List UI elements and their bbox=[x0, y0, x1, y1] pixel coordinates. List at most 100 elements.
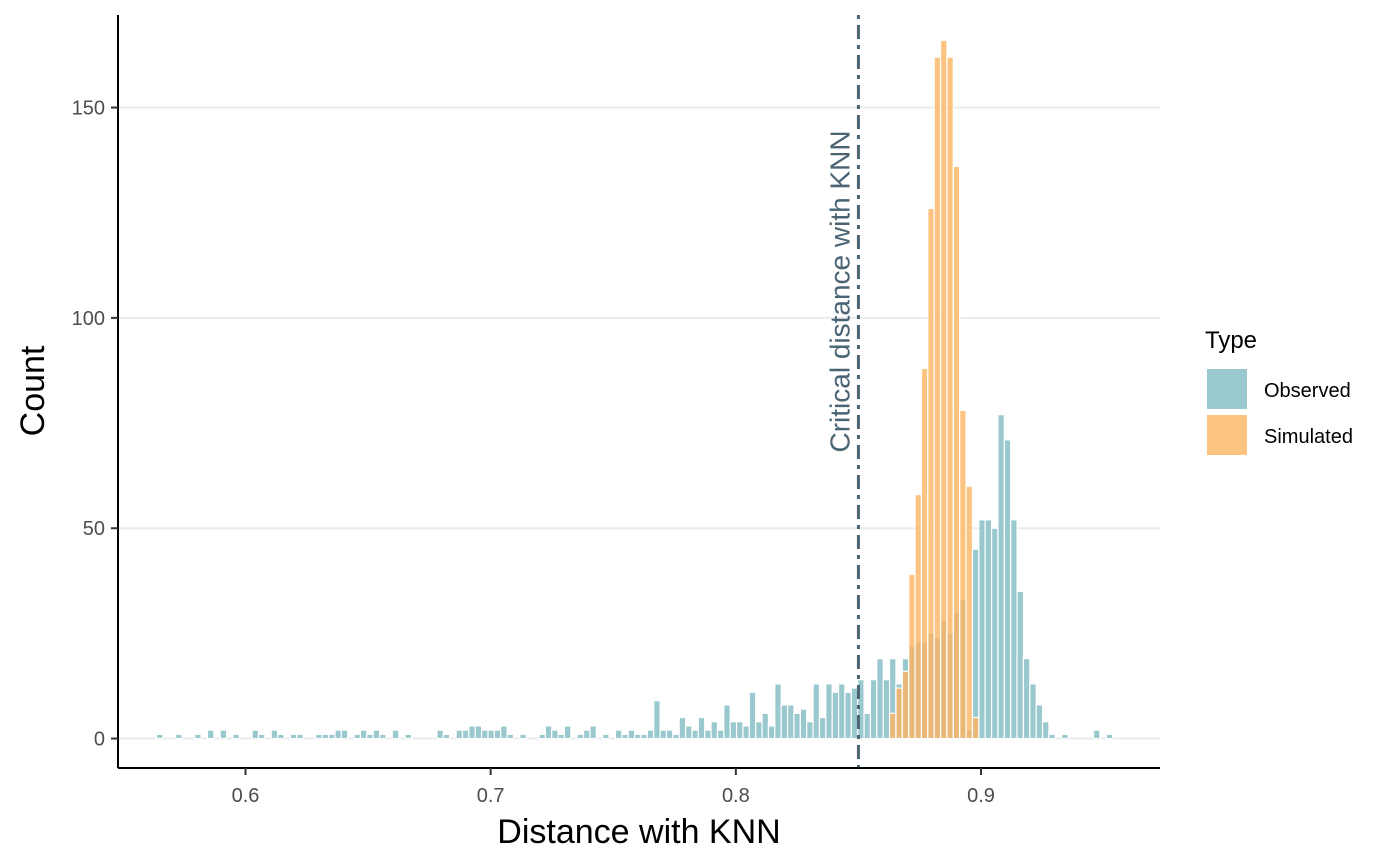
observed-bar bbox=[474, 725, 483, 740]
observed-bar bbox=[971, 548, 980, 740]
observed-bar bbox=[857, 679, 865, 740]
observed-bar bbox=[716, 729, 725, 740]
observed-bar bbox=[257, 733, 266, 740]
observed-bar bbox=[799, 708, 808, 740]
observed-bar bbox=[1041, 721, 1050, 740]
observed-bar bbox=[672, 733, 680, 740]
observed-bar bbox=[436, 729, 444, 740]
observed-bar bbox=[576, 733, 585, 740]
observed-bar bbox=[1010, 519, 1018, 740]
x-tick-label: 0.7 bbox=[477, 785, 505, 807]
observed-bar bbox=[270, 729, 279, 740]
observed-bar bbox=[366, 733, 374, 740]
simulated-bars bbox=[888, 39, 980, 740]
observed-bar bbox=[691, 729, 699, 740]
observed-bar bbox=[296, 733, 304, 740]
observed-bar bbox=[723, 704, 731, 740]
observed-bar bbox=[1022, 658, 1031, 740]
observed-bar bbox=[372, 729, 381, 740]
observed-bar bbox=[353, 733, 362, 740]
observed-bar bbox=[818, 716, 827, 740]
observed-bar bbox=[793, 712, 801, 740]
axes bbox=[117, 15, 1160, 769]
simulated-bar bbox=[927, 207, 935, 740]
observed-bar bbox=[1048, 733, 1056, 740]
legend-swatch-observed bbox=[1207, 369, 1247, 409]
observed-bar bbox=[289, 733, 298, 740]
simulated-bar bbox=[895, 687, 903, 740]
observed-bar bbox=[206, 729, 215, 740]
y-tick-label: 100 bbox=[72, 308, 105, 330]
simulated-bar bbox=[933, 56, 942, 740]
observed-bar bbox=[812, 683, 821, 740]
observed-bar bbox=[480, 729, 489, 740]
observed-bar bbox=[538, 733, 546, 740]
observed-bar bbox=[334, 729, 342, 740]
observed-bar bbox=[379, 733, 387, 740]
observed-bar bbox=[340, 729, 349, 740]
observed-bar bbox=[755, 721, 763, 740]
observed-bar bbox=[844, 691, 852, 740]
observed-bar bbox=[1035, 704, 1044, 740]
legend-title: Type bbox=[1205, 327, 1257, 354]
observed-bar bbox=[665, 729, 674, 740]
observed-bar bbox=[825, 683, 833, 740]
observed-bar bbox=[869, 679, 878, 740]
y-tick-label: 0 bbox=[94, 729, 105, 751]
observed-bar bbox=[506, 733, 515, 740]
observed-bar bbox=[684, 725, 693, 740]
simulated-bar bbox=[965, 485, 974, 740]
x-axis-title: Distance with KNN bbox=[497, 813, 780, 851]
observed-bar bbox=[831, 691, 840, 740]
simulated-bar bbox=[908, 573, 916, 740]
observed-bar bbox=[774, 683, 782, 740]
observed-bar bbox=[251, 729, 260, 740]
observed-bar bbox=[1029, 683, 1037, 740]
simulated-bar bbox=[946, 56, 954, 740]
simulated-bar bbox=[939, 39, 948, 740]
observed-bar bbox=[487, 729, 495, 740]
observed-bar bbox=[882, 679, 891, 740]
observed-bar bbox=[315, 733, 323, 740]
observed-bar bbox=[602, 733, 610, 740]
legend-label-observed: Observed bbox=[1264, 380, 1351, 402]
critical-distance-reference: Critical distance with KNN bbox=[824, 15, 860, 768]
legend-label-simulated: Simulated bbox=[1264, 426, 1353, 448]
observed-bar bbox=[1061, 733, 1069, 740]
observed-bar bbox=[735, 721, 744, 740]
observed-bar bbox=[837, 683, 846, 740]
simulated-bar bbox=[914, 493, 923, 740]
observed-bar bbox=[850, 687, 859, 740]
simulated-bar bbox=[952, 165, 961, 740]
observed-bar bbox=[582, 729, 591, 740]
observed-bar bbox=[404, 733, 413, 740]
observed-bar bbox=[1003, 439, 1012, 740]
observed-bar bbox=[767, 725, 776, 740]
observed-bar bbox=[806, 721, 814, 740]
observed-bar bbox=[761, 712, 770, 740]
observed-bar bbox=[1105, 733, 1114, 740]
observed-bar bbox=[359, 729, 368, 740]
observed-bar bbox=[627, 729, 636, 740]
observed-bar bbox=[780, 704, 789, 740]
simulated-bar bbox=[888, 712, 897, 740]
observed-bar bbox=[646, 729, 655, 740]
y-tick-label: 50 bbox=[83, 518, 105, 540]
simulated-bar bbox=[959, 409, 967, 740]
observed-bar bbox=[742, 725, 750, 740]
observed-bar bbox=[500, 725, 508, 740]
observed-bar bbox=[455, 729, 464, 740]
observed-bar bbox=[633, 733, 642, 740]
legend-swatch-simulated bbox=[1207, 415, 1247, 455]
y-axis-ticks: 0 50 100 150 bbox=[72, 98, 118, 751]
observed-bar bbox=[563, 725, 572, 740]
x-axis-ticks: 0.6 0.7 0.8 0.9 bbox=[232, 768, 995, 807]
observed-bar bbox=[1016, 590, 1025, 740]
observed-bar bbox=[863, 712, 872, 740]
simulated-bar bbox=[920, 367, 929, 740]
x-tick-label: 0.9 bbox=[967, 785, 995, 807]
observed-bar bbox=[984, 519, 993, 740]
observed-bar bbox=[194, 733, 202, 740]
observed-bar bbox=[710, 721, 719, 740]
observed-bar bbox=[442, 733, 451, 740]
